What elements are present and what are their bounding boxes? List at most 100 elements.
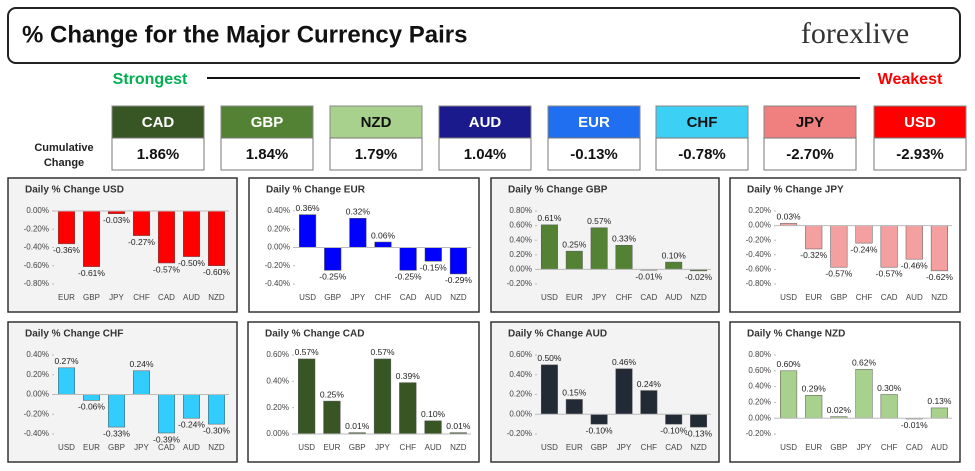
x-tick-label: USD [298, 443, 315, 452]
y-tick-label: 0.60% [266, 350, 289, 359]
x-tick-label: CHF [856, 293, 873, 302]
y-tick-label: -0.60% [24, 261, 49, 270]
bar [58, 210, 75, 245]
x-tick-label: AUD [183, 293, 200, 302]
bar [590, 227, 608, 270]
data-label: -0.15% [420, 262, 447, 272]
data-label: -0.03% [103, 215, 130, 225]
y-tick-label: -0.80% [24, 279, 49, 288]
y-tick-label: 0.40% [26, 350, 49, 359]
x-tick-label: GBP [83, 293, 100, 302]
x-tick-label: JPY [351, 293, 366, 302]
bar [615, 245, 633, 270]
bar [183, 394, 200, 419]
x-tick-label: JPY [134, 443, 149, 452]
chart-frame [7, 321, 238, 463]
currency-header [438, 105, 532, 139]
chart: Daily % Change JPY 0.20% 0.00% -0.20% -0.40%… [729, 177, 961, 313]
y-tick-label: 0.80% [509, 206, 532, 215]
bar [424, 247, 442, 262]
data-label: -0.27% [128, 237, 155, 247]
x-tick-label: CHF [133, 293, 150, 302]
x-tick-label: NZD [450, 443, 467, 452]
x-tick-label: USD [780, 443, 797, 452]
chart-title: Daily % Change GBP [508, 185, 608, 196]
y-tick-label: 0.40% [267, 206, 290, 215]
bar [399, 247, 417, 271]
bar [373, 358, 392, 435]
currency-header [655, 105, 749, 139]
chart: Daily % Change CAD 0.60% 0.40% 0.20% 0.00% 0.… [247, 321, 480, 463]
strongest-label: Strongest [113, 71, 188, 88]
chart: Daily % Change USD 0.00% -0.20% -0.40% -0.60… [7, 177, 238, 313]
y-tick-label: -0.80% [746, 279, 771, 288]
chart-title: Daily % Change CAD [265, 329, 364, 340]
data-label: 0.57% [587, 216, 612, 226]
bar [399, 382, 417, 435]
x-tick-label: EUR [83, 443, 100, 452]
data-label: 0.29% [802, 384, 827, 394]
x-tick-label: NZD [208, 443, 225, 452]
bar [665, 414, 683, 425]
x-tick-label: USD [541, 293, 558, 302]
y-tick-label: -0.20% [265, 261, 290, 270]
data-label: 0.32% [346, 207, 371, 217]
data-label: -0.30% [203, 425, 230, 435]
currency-value: 1.84% [246, 146, 289, 163]
bar [208, 210, 225, 266]
data-label: 0.57% [370, 347, 395, 357]
bar [880, 225, 898, 268]
value-cell [111, 137, 205, 171]
data-label: -0.10% [586, 425, 613, 435]
chart-frame [490, 321, 720, 463]
chart: Daily % Change GBP 0.80% 0.60% 0.40% 0.20% 0.… [490, 177, 720, 313]
chart-title: Daily % Change CHF [25, 329, 123, 340]
data-label: -0.13% [685, 428, 712, 438]
y-tick-label: 0.60% [748, 366, 771, 375]
data-label: 0.61% [537, 213, 562, 223]
currency-header [329, 105, 423, 139]
currency-header [111, 105, 205, 139]
x-tick-label: NZD [690, 443, 707, 452]
data-label: 0.30% [877, 383, 902, 393]
x-tick-label: AUD [425, 443, 442, 452]
data-label: 0.50% [537, 353, 562, 363]
data-label: -0.50% [178, 258, 205, 268]
data-label: -0.10% [660, 425, 687, 435]
weakest-label: Weakest [878, 71, 943, 88]
bar [930, 407, 948, 419]
value-cell [873, 137, 967, 171]
currency-name: AUD [469, 114, 502, 131]
x-tick-label: JPY [857, 443, 872, 452]
value-cell [763, 137, 857, 171]
x-tick-label: NZD [208, 293, 225, 302]
bar [855, 225, 873, 244]
currency-value: -2.93% [896, 146, 944, 163]
data-label: 0.13% [927, 396, 952, 406]
x-tick-label: USD [780, 293, 797, 302]
x-tick-label: JPY [375, 443, 390, 452]
chart-frame [7, 177, 238, 313]
x-tick-label: GBP [591, 443, 608, 452]
x-tick-label: JPY [617, 443, 632, 452]
x-tick-label: EUR [805, 443, 822, 452]
y-tick-label: 0.60% [509, 350, 532, 359]
row-label: Cumulative Change [34, 142, 93, 169]
bar [590, 414, 608, 425]
data-label: 0.01% [345, 421, 370, 431]
y-tick-label: -0.40% [24, 243, 49, 252]
x-tick-label: GBP [830, 293, 847, 302]
data-label: 0.36% [296, 203, 321, 213]
bar [565, 250, 583, 270]
data-label: 0.33% [612, 234, 637, 244]
y-tick-label: 0.00% [509, 409, 532, 418]
y-tick-label: 0.00% [267, 243, 290, 252]
y-tick-label: 0.20% [26, 370, 49, 379]
bar [665, 261, 683, 270]
chart: Daily % Change CHF 0.40% 0.20% 0.00% -0.20% -… [7, 321, 238, 463]
x-tick-label: GBP [830, 443, 847, 452]
x-tick-label: CAD [640, 293, 657, 302]
data-label: -0.61% [78, 268, 105, 278]
y-tick-label: 0.20% [748, 206, 771, 215]
x-tick-label: AUD [906, 293, 923, 302]
